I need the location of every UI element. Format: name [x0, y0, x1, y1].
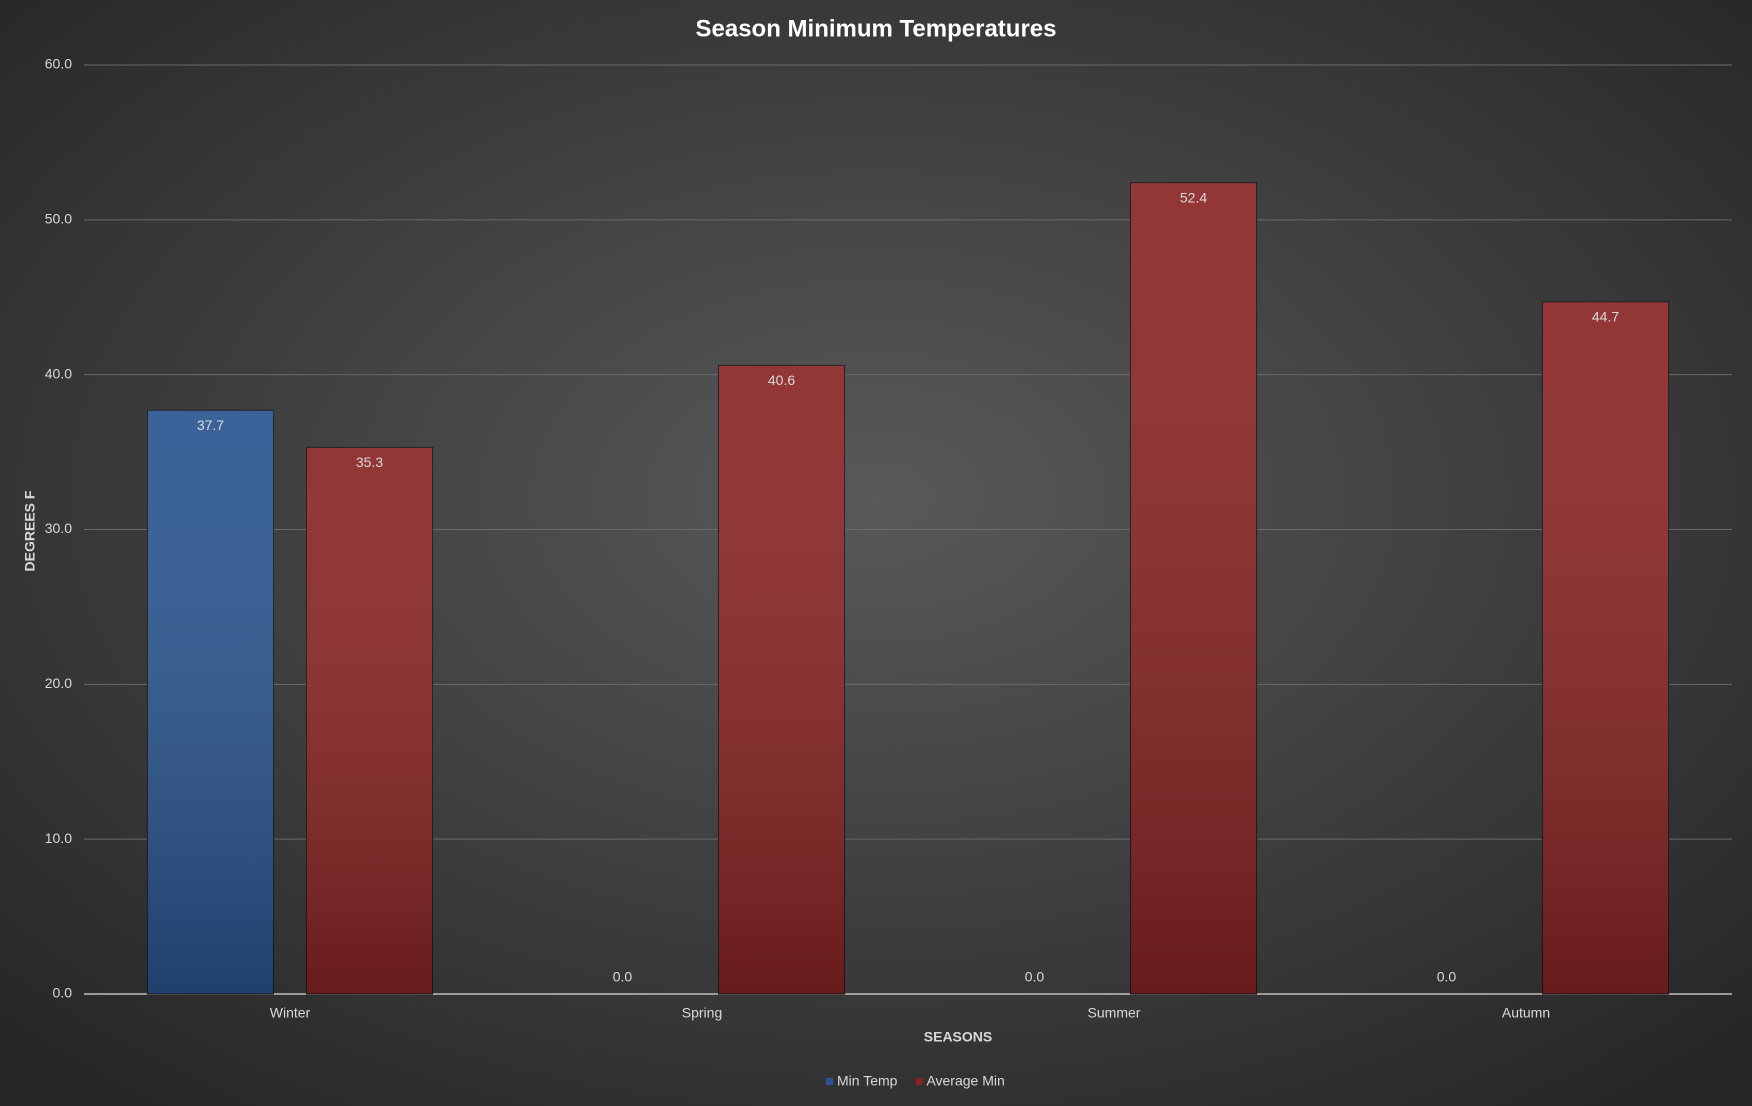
- data-label: 35.3: [356, 454, 383, 470]
- x-tick-label: Winter: [270, 1005, 311, 1021]
- y-tick-label: 30.0: [45, 520, 72, 536]
- data-label: 0.0: [1437, 969, 1457, 985]
- chart-title: Season Minimum Temperatures: [696, 15, 1057, 42]
- y-axis-title: DEGREES F: [22, 490, 38, 571]
- x-axis-title: SEASONS: [924, 1029, 992, 1045]
- legend-swatch: [826, 1078, 833, 1085]
- x-tick-label: Autumn: [1502, 1005, 1550, 1021]
- bar-shade: [1130, 182, 1257, 994]
- y-tick-label: 50.0: [45, 211, 72, 227]
- y-tick-label: 10.0: [45, 830, 72, 846]
- legend-label: Min Temp: [837, 1073, 898, 1089]
- x-tick-label: Spring: [682, 1005, 722, 1021]
- y-tick-label: 40.0: [45, 365, 72, 381]
- data-label: 0.0: [613, 969, 633, 985]
- x-tick-label: Summer: [1088, 1005, 1141, 1021]
- data-label: 37.7: [197, 417, 224, 433]
- bar-shade: [718, 365, 845, 994]
- y-tick-label: 60.0: [45, 56, 72, 72]
- bar-shade: [306, 447, 433, 994]
- y-tick-label: 20.0: [45, 675, 72, 691]
- data-label: 52.4: [1180, 189, 1207, 205]
- y-tick-label: 0.0: [53, 985, 73, 1001]
- bar-shade: [1542, 301, 1669, 994]
- data-label: 0.0: [1025, 969, 1045, 985]
- legend-swatch: [915, 1078, 923, 1085]
- data-label: 44.7: [1592, 309, 1619, 325]
- legend-label: Average Min: [926, 1073, 1004, 1089]
- bar-shade: [147, 410, 274, 994]
- data-label: 40.6: [768, 372, 795, 388]
